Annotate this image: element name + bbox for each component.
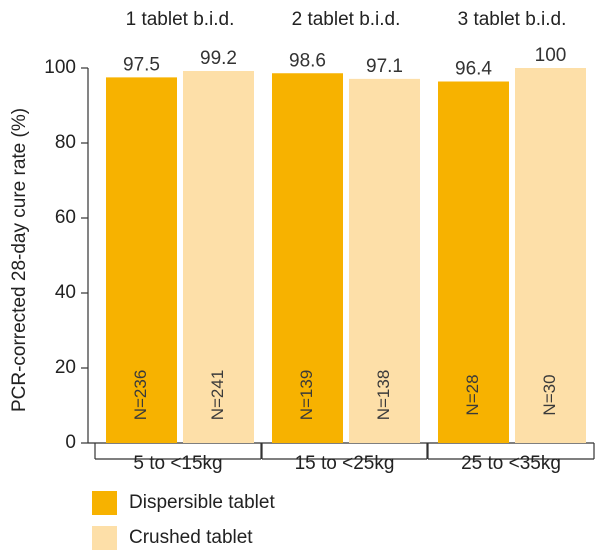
bar-sample-size-label: N=139 bbox=[297, 370, 316, 421]
bar-sample-size-label: N=30 bbox=[540, 374, 559, 415]
bar-value-label: 97.5 bbox=[123, 54, 160, 75]
bar-crushed-tablet bbox=[349, 78, 420, 443]
category-label: 15 to <25kg bbox=[295, 453, 395, 474]
y-tick-label: 100 bbox=[44, 57, 76, 78]
dose-header: 3 tablet b.i.d. bbox=[458, 9, 567, 30]
legend-swatch bbox=[92, 491, 117, 515]
bar-sample-size-label: N=241 bbox=[208, 370, 227, 421]
bar-crushed-tablet bbox=[183, 71, 254, 443]
bar-dispersible-tablet bbox=[106, 77, 177, 443]
dose-header: 1 tablet b.i.d. bbox=[126, 9, 235, 30]
bar-value-label: 99.2 bbox=[200, 48, 237, 69]
bar-value-label: 97.1 bbox=[366, 56, 403, 77]
bar-value-label: 96.4 bbox=[455, 59, 492, 80]
legend-label: Crushed tablet bbox=[129, 527, 253, 548]
bar-sample-size-label: N=28 bbox=[463, 374, 482, 415]
bars bbox=[106, 68, 586, 443]
legend-swatch bbox=[92, 526, 117, 550]
bar-sample-size-label: N=138 bbox=[374, 370, 393, 421]
y-tick-label: 20 bbox=[55, 357, 76, 378]
y-tick-label: 80 bbox=[55, 132, 76, 153]
y-axis-title-group: PCR-corrected 28-day cure rate (%) bbox=[9, 108, 30, 412]
bar-crushed-tablet bbox=[515, 68, 586, 443]
y-tick-label: 0 bbox=[65, 432, 76, 453]
labels: 1 tablet b.i.d. 5 to <15kg 97.5 N=236 99.2 N=… bbox=[123, 9, 566, 474]
dose-header: 2 tablet b.i.d. bbox=[292, 9, 401, 30]
bar-value-label: 100 bbox=[535, 45, 567, 66]
legend-label: Dispersible tablet bbox=[129, 492, 275, 513]
bar-value-label: 98.6 bbox=[289, 50, 326, 71]
y-tick-label: 40 bbox=[55, 282, 76, 303]
bar-dispersible-tablet bbox=[272, 73, 343, 443]
bar-sample-size-label: N=236 bbox=[131, 370, 150, 421]
y-tick-label: 60 bbox=[55, 207, 76, 228]
category-label: 25 to <35kg bbox=[461, 453, 561, 474]
y-axis-title: PCR-corrected 28-day cure rate (%) bbox=[9, 108, 30, 412]
legend: Dispersible tablet Crushed tablet bbox=[92, 491, 275, 550]
category-label: 5 to <15kg bbox=[133, 453, 222, 474]
bar-dispersible-tablet bbox=[438, 81, 509, 443]
